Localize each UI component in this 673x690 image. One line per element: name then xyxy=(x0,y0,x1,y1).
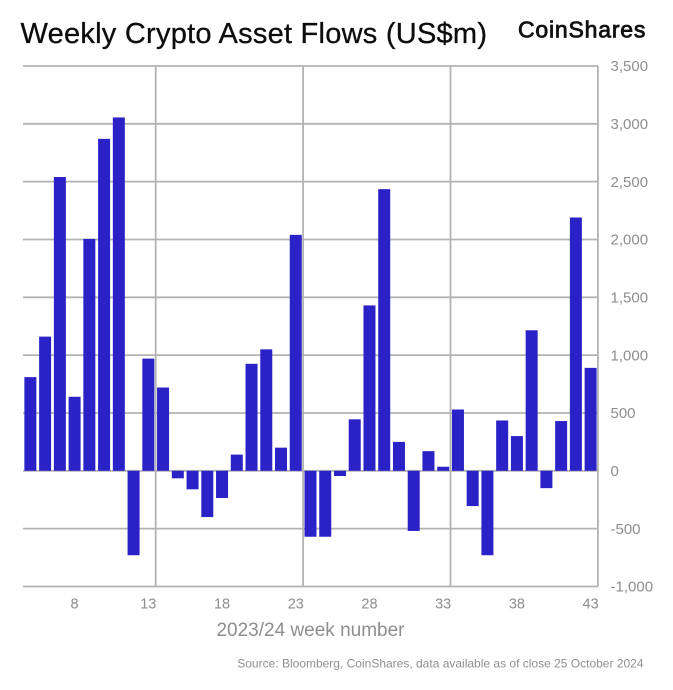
svg-text:CoinShares: CoinShares xyxy=(518,17,646,43)
svg-text:2,500: 2,500 xyxy=(611,174,649,191)
svg-text:43: 43 xyxy=(583,597,599,613)
svg-text:13: 13 xyxy=(140,597,156,613)
svg-text:-1,000: -1,000 xyxy=(611,579,654,596)
svg-text:Source: Bloomberg, CoinShares,: Source: Bloomberg, CoinShares, data avai… xyxy=(237,657,644,671)
svg-text:33: 33 xyxy=(435,597,451,613)
svg-text:3,000: 3,000 xyxy=(611,116,649,133)
svg-text:18: 18 xyxy=(214,597,230,613)
svg-text:500: 500 xyxy=(611,405,636,422)
svg-text:2023/24 week number: 2023/24 week number xyxy=(216,620,405,641)
svg-text:38: 38 xyxy=(509,597,525,613)
svg-text:8: 8 xyxy=(71,597,79,613)
svg-text:-500: -500 xyxy=(611,521,641,538)
svg-text:1,000: 1,000 xyxy=(611,347,649,364)
svg-text:0: 0 xyxy=(611,463,619,480)
svg-text:3,500: 3,500 xyxy=(611,58,649,75)
svg-text:23: 23 xyxy=(288,597,304,613)
svg-text:Weekly Crypto Asset Flows (US$: Weekly Crypto Asset Flows (US$m) xyxy=(21,18,488,50)
svg-text:28: 28 xyxy=(361,597,377,613)
svg-text:2,000: 2,000 xyxy=(611,232,649,249)
svg-text:1,500: 1,500 xyxy=(611,290,649,307)
